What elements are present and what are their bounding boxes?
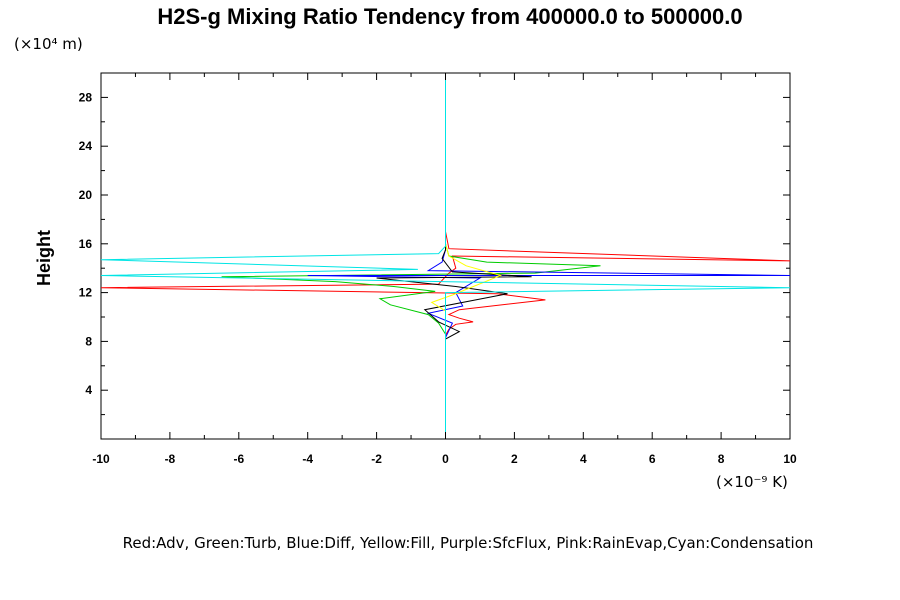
x-tick-label: -2 [371, 452, 382, 466]
axis-ticks [100, 73, 791, 439]
series-line-2 [221, 73, 601, 438]
x-tick-label: -4 [302, 452, 313, 466]
x-tick-label: 2 [511, 452, 518, 466]
y-unit-label: (×10⁴ m) [14, 35, 83, 53]
y-tick-label: 16 [79, 237, 93, 251]
chart-title: H2S-g Mixing Ratio Tendency from 400000.… [157, 4, 742, 29]
y-axis-label: Height [34, 230, 54, 286]
series-line-3 [307, 73, 791, 438]
y-tick-label: 28 [79, 90, 93, 104]
legend: Red:Adv, Green:Turb, Blue:Diff, Yellow:F… [123, 534, 814, 552]
y-tick-label: 12 [79, 286, 93, 300]
x-tick-label: -10 [92, 452, 110, 466]
x-tick-label: 8 [718, 452, 725, 466]
series-line-5 [430, 73, 503, 438]
x-tick-label: -6 [233, 452, 244, 466]
series-line-6 [100, 73, 791, 438]
y-tick-label: 4 [85, 383, 92, 397]
y-tick-label: 24 [79, 139, 93, 153]
x-unit-label: (×10⁻⁹ K) [716, 473, 788, 491]
y-tick-label: 8 [85, 334, 92, 348]
x-tick-label: 4 [580, 452, 587, 466]
x-tick-label: 0 [442, 452, 449, 466]
x-tick-label: 6 [649, 452, 656, 466]
series-line-1 [100, 73, 791, 438]
plot-area [100, 72, 791, 440]
series-line-4 [376, 73, 532, 438]
y-tick-label: 20 [79, 188, 93, 202]
x-tick-label: -8 [165, 452, 176, 466]
x-tick-label: 10 [783, 452, 797, 466]
